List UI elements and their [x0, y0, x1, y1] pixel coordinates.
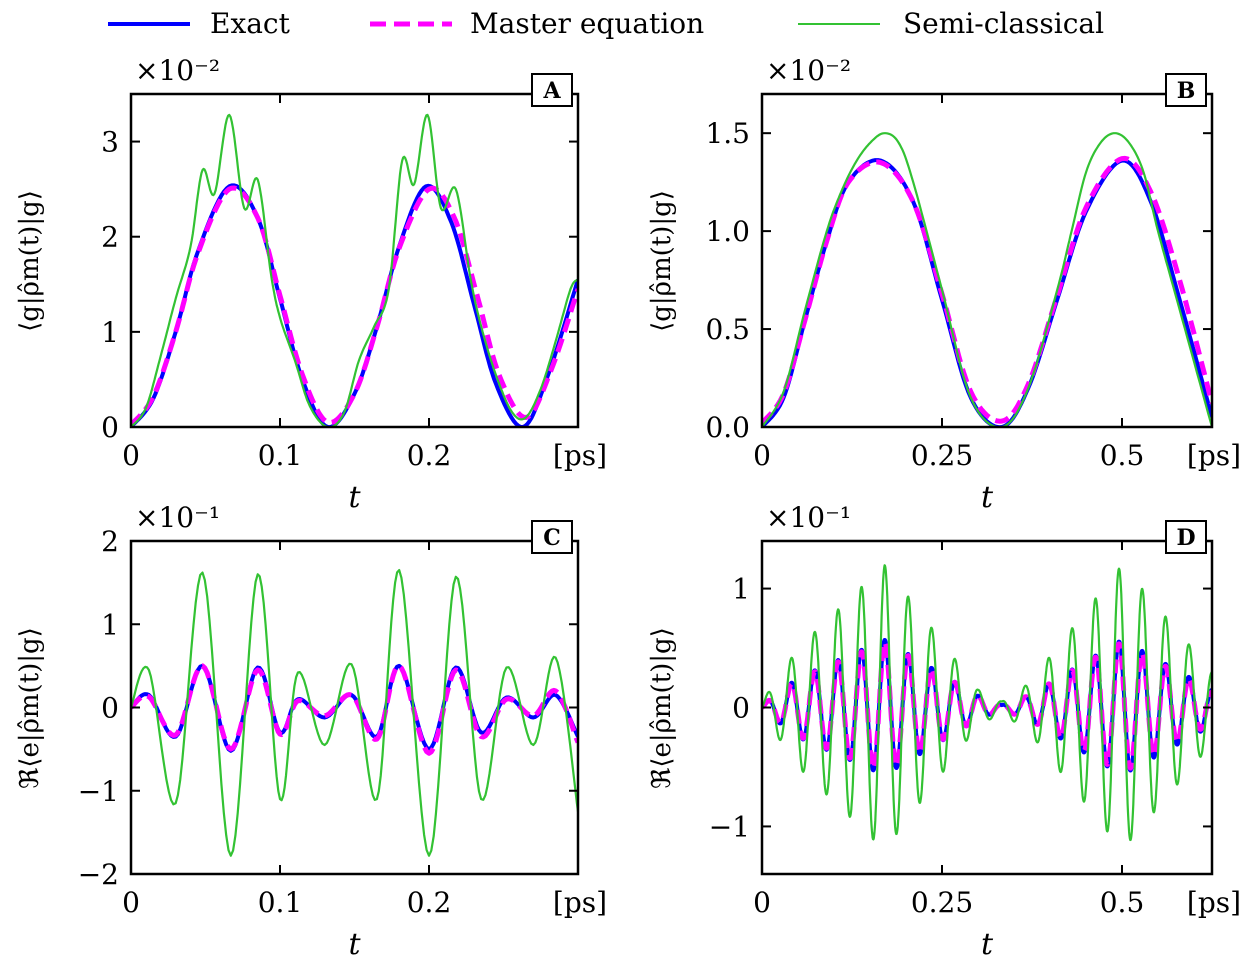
- panel-tag-label: A: [542, 78, 561, 104]
- y-tick-label: 2: [101, 525, 119, 558]
- y-axis-title: ℜ⟨e|ρ̂m(t)|g⟩: [15, 627, 45, 789]
- y-tick-label: 1: [732, 573, 750, 606]
- series-line-semi-classical: [131, 113, 578, 427]
- panel-tag-box: [1165, 73, 1207, 107]
- panel-tag-label: C: [543, 525, 561, 551]
- panel-d: 0 0.25 0.5 −1 0 1 [ps] t ℜ⟨e|ρ̂m(t)|g⟩ ×10⁻¹ D: [647, 501, 1241, 958]
- x-axis-title: t: [348, 480, 361, 515]
- series-line-master-equation: [762, 155, 1212, 425]
- panel-tag-box: [531, 520, 573, 554]
- x-unit-label: [ps]: [1187, 886, 1241, 919]
- x-tick-label: 0.2: [407, 439, 452, 472]
- panel-a: 0 0.1 0.2 0 1 2 3 [ps] t ⟨g|ρ̂m(t)|g⟩ ×10⁻² A: [15, 54, 607, 515]
- y-tick-label: −1: [709, 810, 750, 843]
- series-group: [762, 132, 1212, 427]
- y-tick-label: 3: [101, 126, 119, 159]
- panel-tag-box: [531, 73, 573, 107]
- y-tick-label: 1: [101, 608, 119, 641]
- series-line-semi-classical: [131, 569, 578, 857]
- panel-c: 0 0.1 0.2 −2 −1 0 1 2 [ps] t ℜ⟨e|ρ̂m(t)|g⟩ ×10⁻¹ C: [15, 501, 607, 958]
- x-tick-label: 0.5: [1100, 439, 1145, 472]
- plot-frame: [129, 92, 580, 429]
- series-group: [131, 569, 578, 857]
- legend-label-semiclassical: Semi-classical: [903, 7, 1104, 40]
- y-tick-label: 1: [101, 316, 119, 349]
- series-line-exact: [131, 183, 578, 427]
- axis-multiplier: ×10⁻¹: [766, 501, 851, 534]
- panel-tag-box: [1165, 520, 1207, 554]
- x-unit-label: [ps]: [1187, 439, 1241, 472]
- x-tick-label: 0: [122, 886, 140, 919]
- x-tick-label: 0: [753, 886, 771, 919]
- series-line-master-equation: [131, 663, 578, 756]
- x-tick-label: 0.1: [258, 439, 303, 472]
- legend-label-master: Master equation: [470, 7, 704, 40]
- x-tick-label: 0.1: [258, 886, 303, 919]
- y-tick-label: 0.5: [705, 313, 750, 346]
- series-group: [762, 564, 1212, 842]
- series-group: [131, 113, 578, 427]
- y-tick-label: 1.5: [705, 117, 750, 150]
- y-tick-label: 0: [101, 411, 119, 444]
- series-line-semi-classical: [762, 564, 1212, 842]
- y-tick-label: 0: [101, 692, 119, 725]
- x-tick-label: 0.2: [407, 886, 452, 919]
- y-tick-label: 0: [732, 692, 750, 725]
- x-axis-title: t: [981, 480, 994, 515]
- y-axis-title: ⟨g|ρ̂m(t)|g⟩: [647, 190, 677, 332]
- y-axis-title: ℜ⟨e|ρ̂m(t)|g⟩: [647, 627, 677, 789]
- x-tick-label: 0.5: [1100, 886, 1145, 919]
- y-axis-title: ⟨g|ρ̂m(t)|g⟩: [15, 190, 45, 332]
- panel-tag-label: B: [1177, 78, 1196, 104]
- x-tick-label: 0.25: [911, 886, 973, 919]
- panel-b: 0 0.25 0.5 0.0 0.5 1.0 1.5 [ps] t ⟨g|ρ̂m(t)|g⟩ ×10…: [647, 54, 1241, 515]
- plot-frame: [760, 92, 1214, 429]
- series-line-master-equation: [762, 639, 1212, 771]
- legend: Exact Master equation Semi-classical: [108, 7, 1104, 40]
- y-tick-label: 1.0: [705, 215, 750, 248]
- x-axis-title: t: [348, 927, 361, 958]
- y-tick-label: −1: [78, 775, 119, 808]
- panel-tag-label: D: [1176, 525, 1195, 551]
- x-tick-label: 0: [122, 439, 140, 472]
- y-tick-label: 0.0: [705, 411, 750, 444]
- axis-multiplier: ×10⁻²: [766, 54, 851, 87]
- series-line-exact: [131, 663, 578, 753]
- axis-multiplier: ×10⁻¹: [135, 501, 220, 534]
- legend-label-exact: Exact: [210, 7, 291, 40]
- x-tick-label: 0.25: [911, 439, 973, 472]
- x-tick-label: 0: [753, 439, 771, 472]
- x-unit-label: [ps]: [553, 439, 607, 472]
- y-tick-label: 2: [101, 221, 119, 254]
- x-axis-title: t: [981, 927, 994, 958]
- y-tick-label: −2: [78, 858, 119, 891]
- x-unit-label: [ps]: [553, 886, 607, 919]
- axis-multiplier: ×10⁻²: [135, 54, 220, 87]
- series-line-semi-classical: [762, 132, 1212, 427]
- series-line-exact: [762, 158, 1212, 427]
